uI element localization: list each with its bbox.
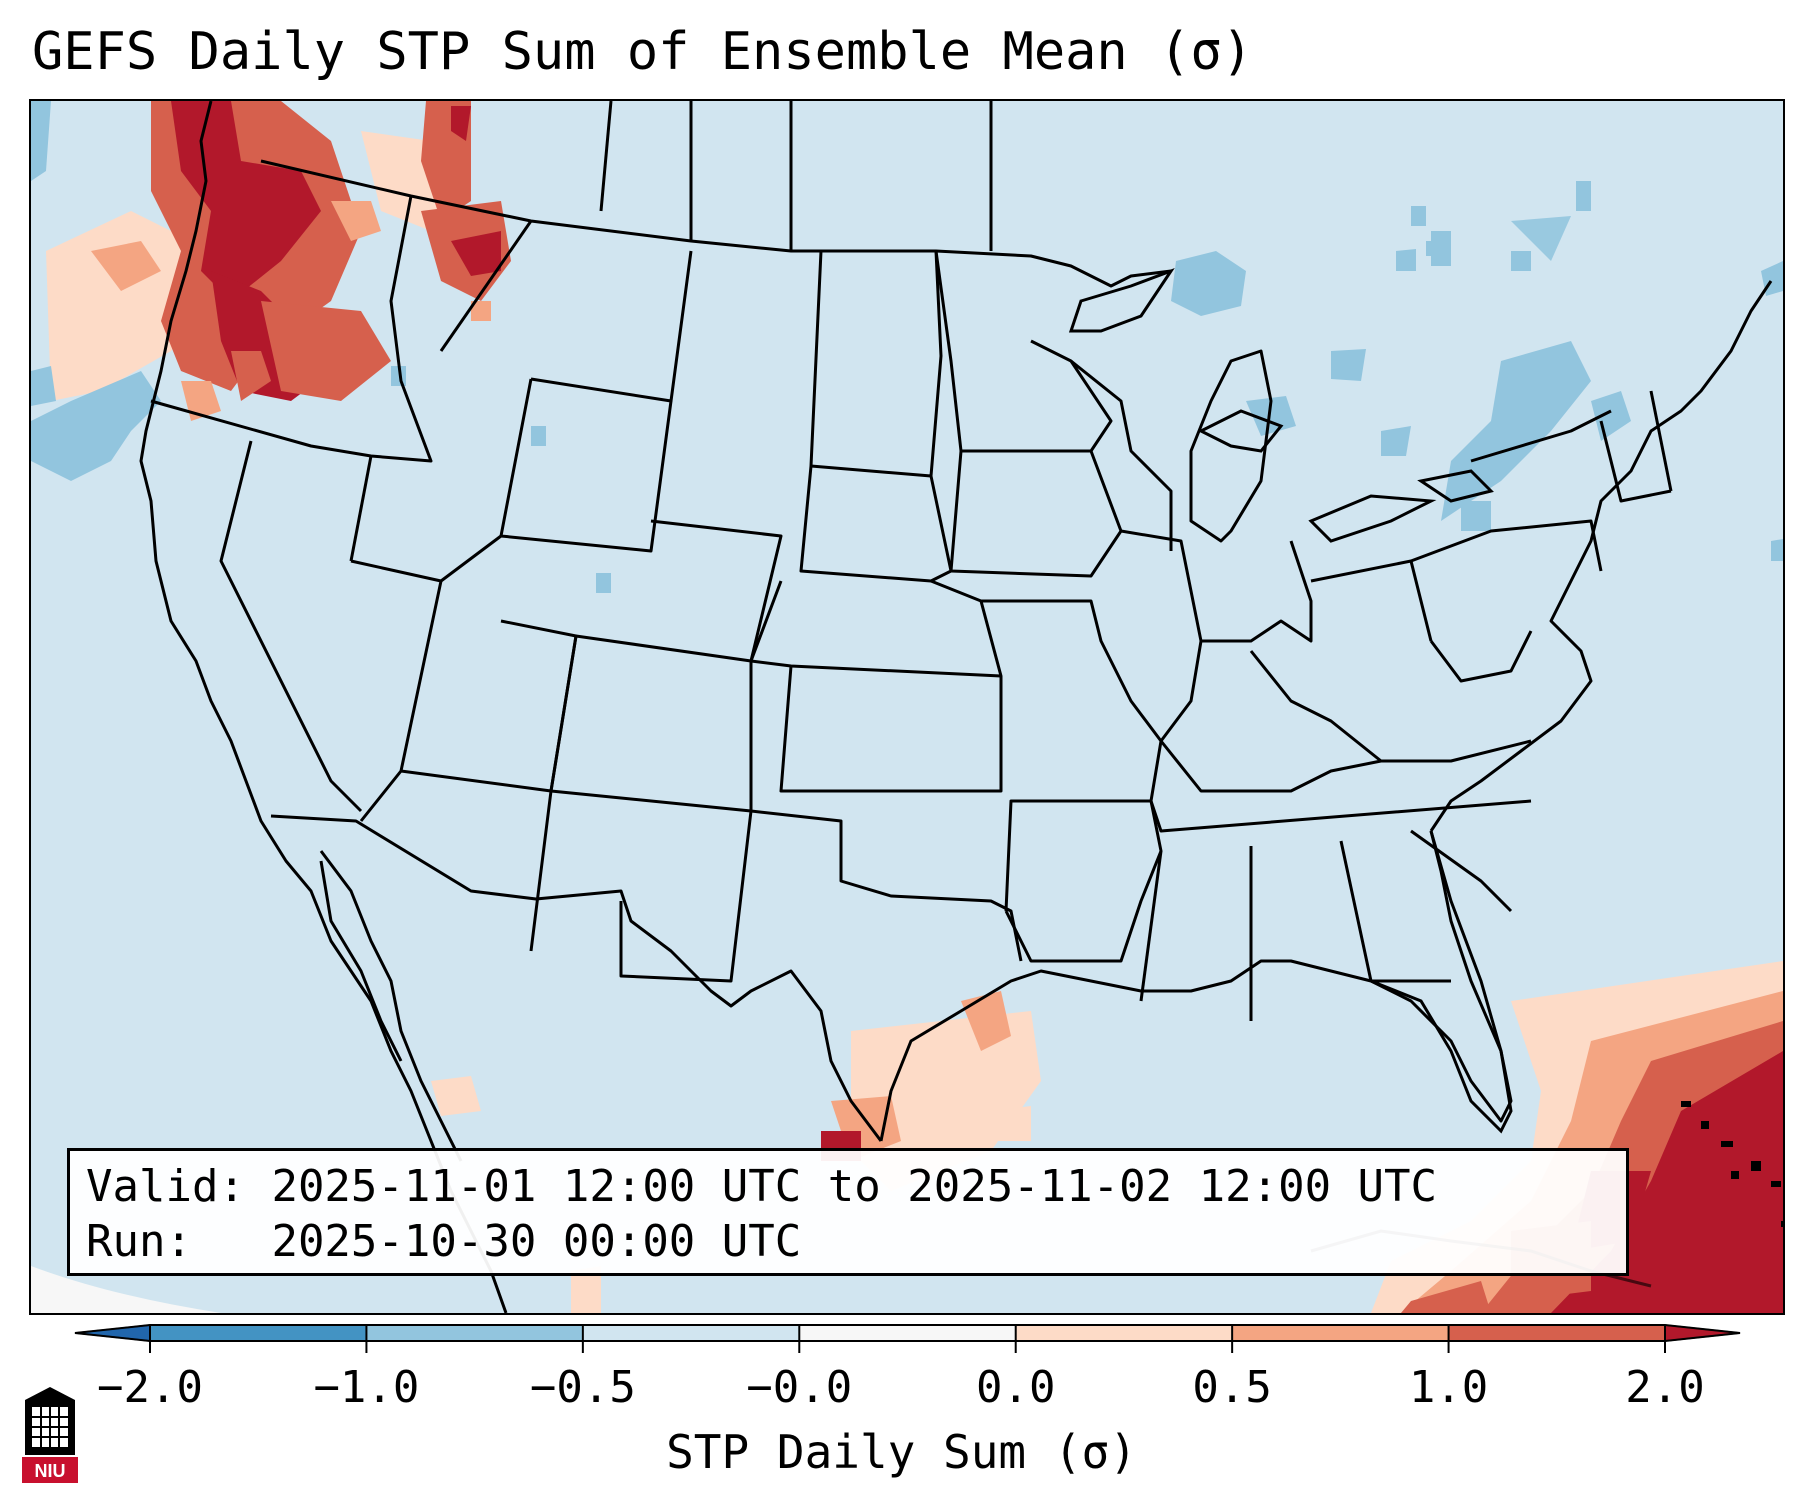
run-value: 2025-10-30 00:00 UTC [271, 1216, 802, 1267]
great-lakes-anomaly [1171, 181, 1783, 561]
colorbar-outline [74, 1324, 1741, 1342]
colorbar-tick-label: −0.5 [529, 1362, 636, 1413]
out-of-domain-sw [31, 1266, 221, 1313]
colorbar-bin [799, 1325, 1017, 1341]
run-label: Run: [86, 1216, 192, 1267]
boundaries [139, 101, 1773, 1313]
colorbar-bin [366, 1325, 584, 1341]
colorbar-tick-label: −0.0 [746, 1362, 853, 1413]
valid-run-info-box: Valid: 2025-11-01 12:00 UTC to 2025-11-0… [67, 1148, 1629, 1276]
colorbar-tick-label: −2.0 [97, 1362, 203, 1413]
niu-logo: NIU [22, 1387, 78, 1483]
texas-gulf-anomaly [431, 991, 1041, 1313]
bahamas [1681, 1101, 1783, 1227]
colorbar-over-extension [1664, 1324, 1741, 1342]
valid-value: 2025-11-01 12:00 UTC to 2025-11-02 12:00… [271, 1161, 1438, 1212]
map-panel[interactable]: Valid: 2025-11-01 12:00 UTC to 2025-11-0… [29, 99, 1785, 1315]
pnw-anomaly [31, 101, 511, 481]
chart-title: GEFS Daily STP Sum of Ensemble Mean (σ) [32, 22, 1253, 82]
colorbar-tick-label: 2.0 [1625, 1362, 1705, 1413]
florida [1370, 830, 1513, 1134]
colorbar-tick-label: −1.0 [313, 1362, 420, 1413]
colorbar-bin [1232, 1325, 1450, 1341]
map-svg [31, 101, 1783, 1313]
colorbar-bin [150, 1325, 367, 1341]
colorbar-under-extension [74, 1324, 151, 1342]
logo-text: NIU [35, 1461, 66, 1481]
colorbar-bin [582, 1325, 800, 1341]
colorbar-tick-label: 0.5 [1192, 1362, 1272, 1413]
colorbar-bin [1015, 1325, 1233, 1341]
colorbar-tick-label: 0.0 [975, 1362, 1056, 1413]
valid-label: Valid: [86, 1161, 245, 1212]
colorbar-label: STP Daily Sum (σ) [666, 1425, 1137, 1479]
colorbar-tick-label: 1.0 [1408, 1362, 1489, 1413]
colorbar-bin [1448, 1325, 1666, 1341]
great-lakes [1068, 267, 1494, 543]
northeast-anomaly [391, 341, 1631, 593]
